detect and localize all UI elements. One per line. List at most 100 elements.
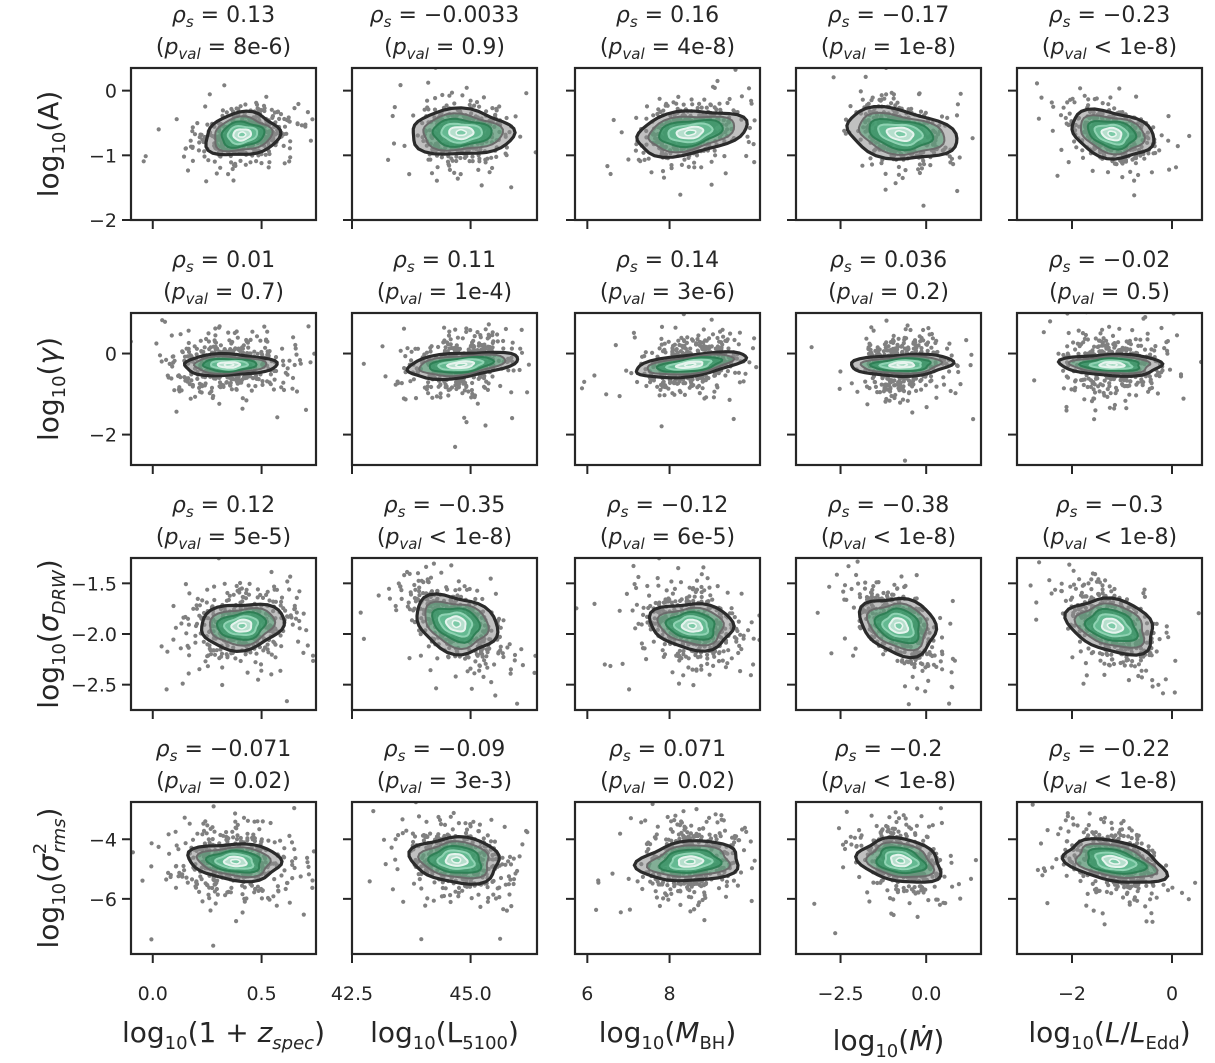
scatter-point	[867, 386, 872, 391]
scatter-point	[913, 348, 919, 354]
scatter-point	[486, 322, 491, 327]
scatter-point	[929, 345, 934, 350]
y-tick-label: −2	[89, 210, 117, 232]
scatter-point	[240, 594, 245, 600]
scatter-point	[432, 107, 438, 112]
scatter-point	[921, 162, 927, 167]
scatter-point	[1139, 343, 1144, 348]
scatter-point	[1128, 379, 1133, 384]
scatter-point	[460, 93, 465, 98]
scatter-points	[809, 313, 976, 463]
scatter-point	[916, 167, 921, 172]
panel-title-rho: ρs = 0.036	[830, 248, 947, 276]
scatter-point	[253, 384, 258, 389]
scatter-point	[710, 332, 716, 337]
scatter-point	[860, 97, 865, 102]
scatter-point	[1110, 333, 1116, 338]
scatter-point	[463, 656, 468, 661]
scatter-point	[718, 107, 723, 112]
scatter-point	[644, 116, 649, 121]
scatter-point	[547, 116, 551, 120]
scatter-point	[278, 112, 284, 117]
scatter-point	[453, 588, 458, 593]
scatter-point	[1107, 405, 1112, 410]
scatter-point	[1108, 95, 1113, 100]
scatter-point	[159, 644, 164, 649]
scatter-point	[281, 143, 286, 148]
scatter-point	[629, 371, 634, 376]
scatter-point	[259, 668, 264, 673]
scatter-point	[947, 369, 952, 374]
scatter-point	[736, 370, 742, 375]
scatter-point	[482, 342, 487, 347]
scatter-point	[231, 592, 236, 597]
scatter-point	[475, 330, 480, 335]
scatter-point	[676, 338, 681, 343]
scatter-point	[634, 115, 639, 120]
scatter-point	[1187, 133, 1192, 139]
scatter-point	[217, 401, 222, 406]
scatter-point	[1092, 417, 1097, 422]
scatter-point	[1146, 151, 1151, 156]
scatter-point	[171, 603, 176, 609]
scatter-point	[714, 107, 719, 112]
scatter-point	[881, 389, 887, 394]
scatter-point	[260, 595, 266, 601]
scatter-point	[402, 366, 407, 371]
scatter-point	[239, 586, 244, 591]
scatter-point	[1069, 387, 1074, 392]
scatter-point	[253, 660, 258, 665]
panel-title-pval: (pval = 1e-4)	[377, 280, 512, 308]
scatter-point	[280, 358, 286, 363]
scatter-point	[509, 416, 515, 421]
scatter-point	[401, 326, 407, 331]
scatter-point	[248, 337, 253, 342]
scatter-point	[1086, 97, 1091, 102]
scatter-point	[669, 166, 674, 171]
scatter-point	[1122, 378, 1127, 383]
scatter-point	[1120, 383, 1125, 388]
scatter-point	[411, 377, 416, 382]
scatter-point	[1080, 331, 1085, 336]
scatter-point	[905, 323, 910, 328]
scatter-point	[867, 341, 872, 346]
scatter-point	[453, 444, 458, 449]
scatter-point	[1061, 386, 1066, 391]
scatter-point	[949, 353, 954, 358]
scatter-point	[1112, 161, 1117, 166]
scatter-point	[429, 384, 434, 390]
scatter-point	[481, 95, 486, 100]
scatter-point	[211, 648, 216, 653]
scatter-point	[718, 329, 723, 334]
scatter-point	[917, 162, 923, 167]
scatter-point	[887, 398, 892, 403]
scatter-point	[272, 377, 277, 382]
panel-r1-c3: ρs = 0.16(pval = 4e-8)	[566, 3, 762, 229]
scatter-point	[264, 94, 269, 99]
scatter-point	[949, 156, 955, 161]
scatter-point	[464, 85, 469, 90]
scatter-point	[278, 633, 283, 638]
scatter-point	[715, 78, 720, 84]
scatter-point	[1098, 331, 1103, 336]
scatter-point	[1049, 100, 1054, 105]
scatter-point	[226, 172, 231, 177]
scatter-point	[240, 599, 245, 604]
scatter-point	[194, 352, 199, 357]
scatter-point	[240, 406, 245, 411]
scatter-point	[96, 354, 100, 358]
scatter-point	[643, 350, 648, 355]
scatter-point	[1056, 351, 1061, 356]
scatter-point	[485, 156, 490, 161]
scatter-point	[741, 379, 746, 384]
scatter-point	[1063, 115, 1068, 121]
scatter-point	[174, 409, 179, 414]
scatter-point	[278, 603, 283, 608]
scatter-point	[1065, 375, 1071, 380]
scatter-point	[488, 576, 493, 581]
scatter-point	[141, 159, 146, 164]
density-contours	[635, 109, 749, 159]
scatter-point	[424, 387, 429, 392]
scatter-point	[877, 347, 882, 352]
scatter-point	[945, 115, 950, 120]
